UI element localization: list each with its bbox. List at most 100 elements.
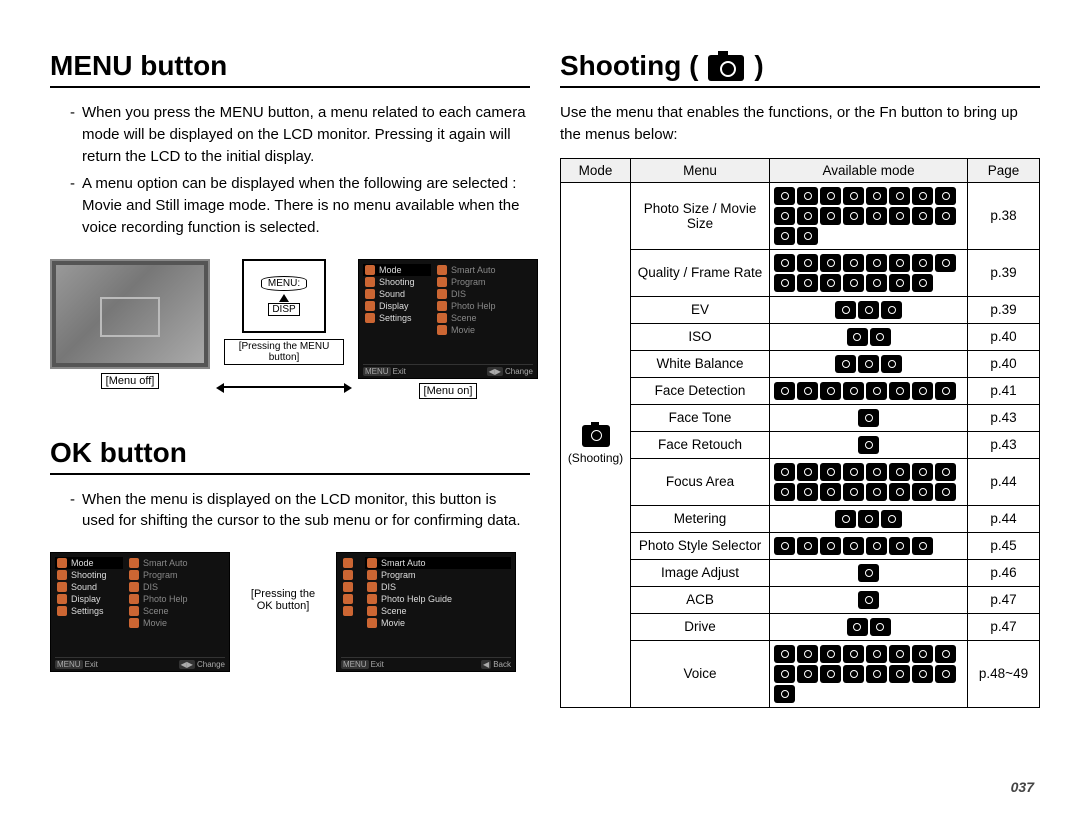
mode-icon [881, 301, 902, 319]
table-row: Focus Area p.44 [561, 458, 1040, 505]
mode-icon [866, 665, 887, 683]
mode-icon [835, 510, 856, 528]
mode-icon [797, 463, 818, 481]
menu-cell: EV [631, 296, 770, 323]
available-modes-cell [770, 505, 968, 532]
mode-icon [912, 382, 933, 400]
available-modes-cell [770, 404, 968, 431]
mode-icon [820, 207, 841, 225]
menu-cell: Image Adjust [631, 559, 770, 586]
mode-icon [889, 645, 910, 663]
ok-button-para-1: When the menu is displayed on the LCD mo… [70, 489, 530, 533]
mode-icon [858, 564, 879, 582]
mode-icon [774, 483, 795, 501]
menu-cell: Focus Area [631, 458, 770, 505]
ok2-foot-l: Exit [371, 660, 384, 669]
mode-icon [866, 537, 887, 555]
page-cell: p.47 [968, 586, 1040, 613]
page-cell: p.43 [968, 404, 1040, 431]
mode-icon [797, 537, 818, 555]
ok-l-1: Shooting [71, 570, 107, 580]
mode-icon [797, 274, 818, 292]
page-cell: p.47 [968, 613, 1040, 640]
mode-icon [889, 463, 910, 481]
panel-item-settings: Settings [379, 313, 412, 323]
shooting-table: Mode Menu Available mode Page (Shooting)… [560, 158, 1040, 708]
ok-l-0: Mode [71, 558, 94, 568]
mode-icon [843, 187, 864, 205]
mode-icon [847, 618, 868, 636]
panel-ritem-3: Photo Help [451, 301, 496, 311]
mode-icon [820, 274, 841, 292]
mode-icon [820, 254, 841, 272]
mode-icon [866, 254, 887, 272]
mode-icon [774, 685, 795, 703]
panel-item-mode: Mode [379, 265, 402, 275]
panel-ritem-5: Movie [451, 325, 475, 335]
mode-icon [820, 665, 841, 683]
page-cell: p.44 [968, 458, 1040, 505]
shooting-heading-suffix: ) [754, 50, 763, 82]
panel-ritem-4: Scene [451, 313, 477, 323]
ok-foot-r: Change [197, 660, 225, 669]
available-modes-cell [770, 613, 968, 640]
page-cell: p.41 [968, 377, 1040, 404]
ok-button-paragraphs: When the menu is displayed on the LCD mo… [50, 489, 530, 533]
mode-icon [912, 207, 933, 225]
menu-button-figures: [Menu off] MENU: DISP [Pressing the MENU… [50, 259, 530, 399]
mode-icon [881, 510, 902, 528]
page-cell: p.40 [968, 350, 1040, 377]
ok-r-4: Scene [143, 606, 169, 616]
mode-icon [774, 537, 795, 555]
table-row: Photo Style Selectorp.45 [561, 532, 1040, 559]
mode-icon [866, 645, 887, 663]
menu-cell: Metering [631, 505, 770, 532]
ok2-r-0: Smart Auto [381, 558, 426, 568]
mode-icon [843, 537, 864, 555]
mode-icon [912, 483, 933, 501]
th-available: Available mode [770, 158, 968, 182]
menu-cell: Face Tone [631, 404, 770, 431]
mode-icon [843, 645, 864, 663]
page-cell: p.39 [968, 296, 1040, 323]
menu-button-para-2: A menu option can be displayed when the … [70, 173, 530, 238]
ok-middle-label: [Pressing the OK button] [248, 588, 318, 612]
photo-thumbnail [50, 259, 210, 369]
ok-l-4: Settings [71, 606, 104, 616]
mode-icon [820, 463, 841, 481]
mode-icon [774, 207, 795, 225]
mode-icon [858, 355, 879, 373]
mode-icon [797, 645, 818, 663]
available-modes-cell [770, 182, 968, 249]
table-row: White Balancep.40 [561, 350, 1040, 377]
menu-cell: Photo Size / Movie Size [631, 182, 770, 249]
available-modes-cell [770, 350, 968, 377]
mode-icon [912, 463, 933, 481]
ok-r-2: DIS [143, 582, 158, 592]
mode-icon [843, 463, 864, 481]
menu-cell: Voice [631, 640, 770, 707]
menu-on-panel: Mode Shooting Sound Display Settings Sma… [358, 259, 538, 379]
mode-icon [774, 645, 795, 663]
disp-thumbnail: MENU: DISP [242, 259, 326, 333]
ok-foot-l: Exit [85, 660, 98, 669]
table-row: Drivep.47 [561, 613, 1040, 640]
mode-icon [797, 187, 818, 205]
table-row: ISOp.40 [561, 323, 1040, 350]
th-mode: Mode [561, 158, 631, 182]
left-column: MENU button When you press the MENU butt… [50, 50, 530, 708]
panel-ritem-0: Smart Auto [451, 265, 496, 275]
panel-foot-exit: Exit [393, 367, 406, 376]
mode-icon [866, 207, 887, 225]
ok-l-3: Display [71, 594, 101, 604]
mode-icon [820, 483, 841, 501]
ok-button-heading: OK button [50, 437, 530, 475]
available-modes-cell [770, 377, 968, 404]
mode-icon [870, 328, 891, 346]
mode-icon [774, 254, 795, 272]
ok-r-3: Photo Help [143, 594, 188, 604]
ok2-r-2: DIS [381, 582, 396, 592]
table-row: Quality / Frame Ratep.39 [561, 249, 1040, 296]
mode-icon [881, 355, 902, 373]
mode-icon [835, 355, 856, 373]
